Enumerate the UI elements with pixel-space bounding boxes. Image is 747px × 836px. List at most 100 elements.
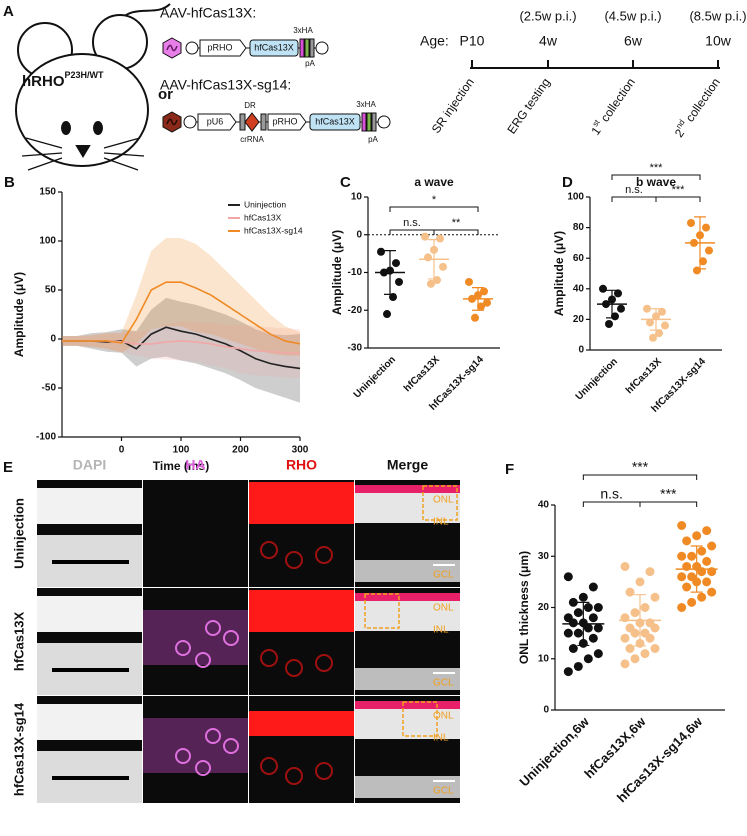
element-label: pRHO — [207, 42, 232, 52]
age-label: 4w — [539, 33, 558, 49]
image-bg — [143, 696, 248, 803]
data-point — [583, 654, 593, 664]
x-tick-label: 300 — [292, 445, 309, 456]
age-label: 10w — [705, 33, 732, 49]
data-point — [643, 304, 651, 313]
element-label: crRNA — [240, 135, 264, 144]
data-point — [707, 541, 717, 551]
ha-cell — [223, 630, 239, 646]
sd-bar — [472, 287, 484, 311]
data-point — [635, 577, 645, 587]
data-point — [563, 628, 573, 638]
data-point — [620, 562, 630, 571]
error-band — [62, 238, 300, 356]
element-label: 3xHA — [293, 26, 313, 35]
ha-cell — [195, 760, 211, 776]
element-label: pRHO — [272, 116, 297, 126]
event-label: 1st collection — [587, 74, 638, 138]
data-point — [646, 318, 654, 327]
data-point — [389, 293, 397, 302]
data-point — [650, 592, 660, 602]
data-point — [655, 329, 663, 338]
event-text: collection — [681, 76, 723, 128]
significance-bracket — [611, 196, 657, 202]
data-point — [699, 257, 707, 266]
rho-signal — [249, 711, 354, 736]
nuclei-band — [37, 704, 142, 740]
x-tick-label: 200 — [232, 445, 249, 456]
ha-cell — [205, 620, 221, 636]
data-point — [620, 633, 630, 643]
event-label: SR injection — [429, 76, 477, 136]
significance-bracket — [611, 174, 701, 180]
data-point — [677, 572, 687, 582]
y-tick-label: -100 — [36, 432, 56, 443]
data-point — [677, 603, 687, 612]
data-point — [645, 567, 655, 577]
merge-rho — [355, 593, 460, 601]
data-point — [433, 276, 441, 285]
data-point — [687, 597, 697, 607]
element-label: hfCas13X — [254, 42, 294, 52]
post-injection-label: (2.5w p.i.) — [519, 8, 576, 23]
micrograph: ONL INL GCL — [355, 480, 460, 587]
y-tick-label: 0 — [356, 229, 362, 240]
significance-label: *** — [672, 184, 686, 196]
data-point — [588, 613, 598, 623]
layer-label: GCL — [433, 570, 454, 581]
y-tick-label: -10 — [348, 267, 363, 278]
micrograph — [37, 696, 142, 803]
element-label: DR — [244, 101, 256, 110]
event-text: ERG testing — [504, 76, 553, 137]
data-point — [427, 279, 435, 288]
x-tick-label: Uninjection — [352, 354, 398, 400]
data-point — [617, 304, 625, 313]
event-text: SR injection — [429, 76, 477, 136]
x-axis-label: Time (ms) — [153, 459, 209, 473]
event-text: nd — [674, 118, 686, 130]
significance-label: *** — [632, 459, 649, 475]
data-point — [573, 628, 583, 638]
rho-cell — [285, 659, 303, 677]
construct-1 — [162, 37, 329, 59]
age-label: 6w — [624, 33, 643, 49]
significance-label: * — [432, 194, 437, 206]
y-tick-label: 80 — [573, 222, 585, 233]
or-text: or — [158, 86, 173, 103]
significance-label: *** — [650, 162, 664, 174]
zoom-box — [402, 701, 438, 737]
sd-bar — [577, 601, 590, 647]
data-point — [593, 649, 603, 659]
sd-bar — [428, 239, 440, 280]
data-point — [645, 633, 655, 643]
significance-bracket — [639, 501, 698, 507]
data-point — [702, 556, 712, 566]
significance-bracket — [655, 196, 701, 202]
panel-label: B — [4, 174, 15, 191]
post-injection-label: (4.5w p.i.) — [604, 8, 661, 23]
rho-cell — [260, 757, 278, 775]
legend-label: Uninjection — [244, 199, 286, 209]
data-point — [661, 321, 669, 330]
column-header: DAPI — [73, 457, 106, 473]
layer-label: INL — [433, 625, 449, 636]
data-point — [620, 659, 630, 669]
data-point — [439, 262, 447, 271]
significance-bracket — [582, 501, 641, 507]
data-point — [697, 592, 707, 602]
y-axis-label: ONL thickness (μm) — [517, 551, 531, 664]
image-bg — [143, 480, 248, 587]
data-point — [625, 587, 635, 597]
micrograph — [37, 480, 142, 587]
column-header: RHO — [286, 457, 317, 473]
layer-label: ONL — [433, 603, 454, 614]
significance-label: ** — [452, 217, 461, 229]
merge-nuclei — [355, 709, 460, 739]
column-header: Merge — [387, 457, 428, 473]
rho-cell — [260, 649, 278, 667]
data-point — [649, 333, 657, 342]
zoom-box — [364, 593, 400, 629]
y-tick-label: 10 — [538, 653, 550, 664]
data-point — [578, 592, 588, 602]
data-point — [625, 644, 635, 653]
